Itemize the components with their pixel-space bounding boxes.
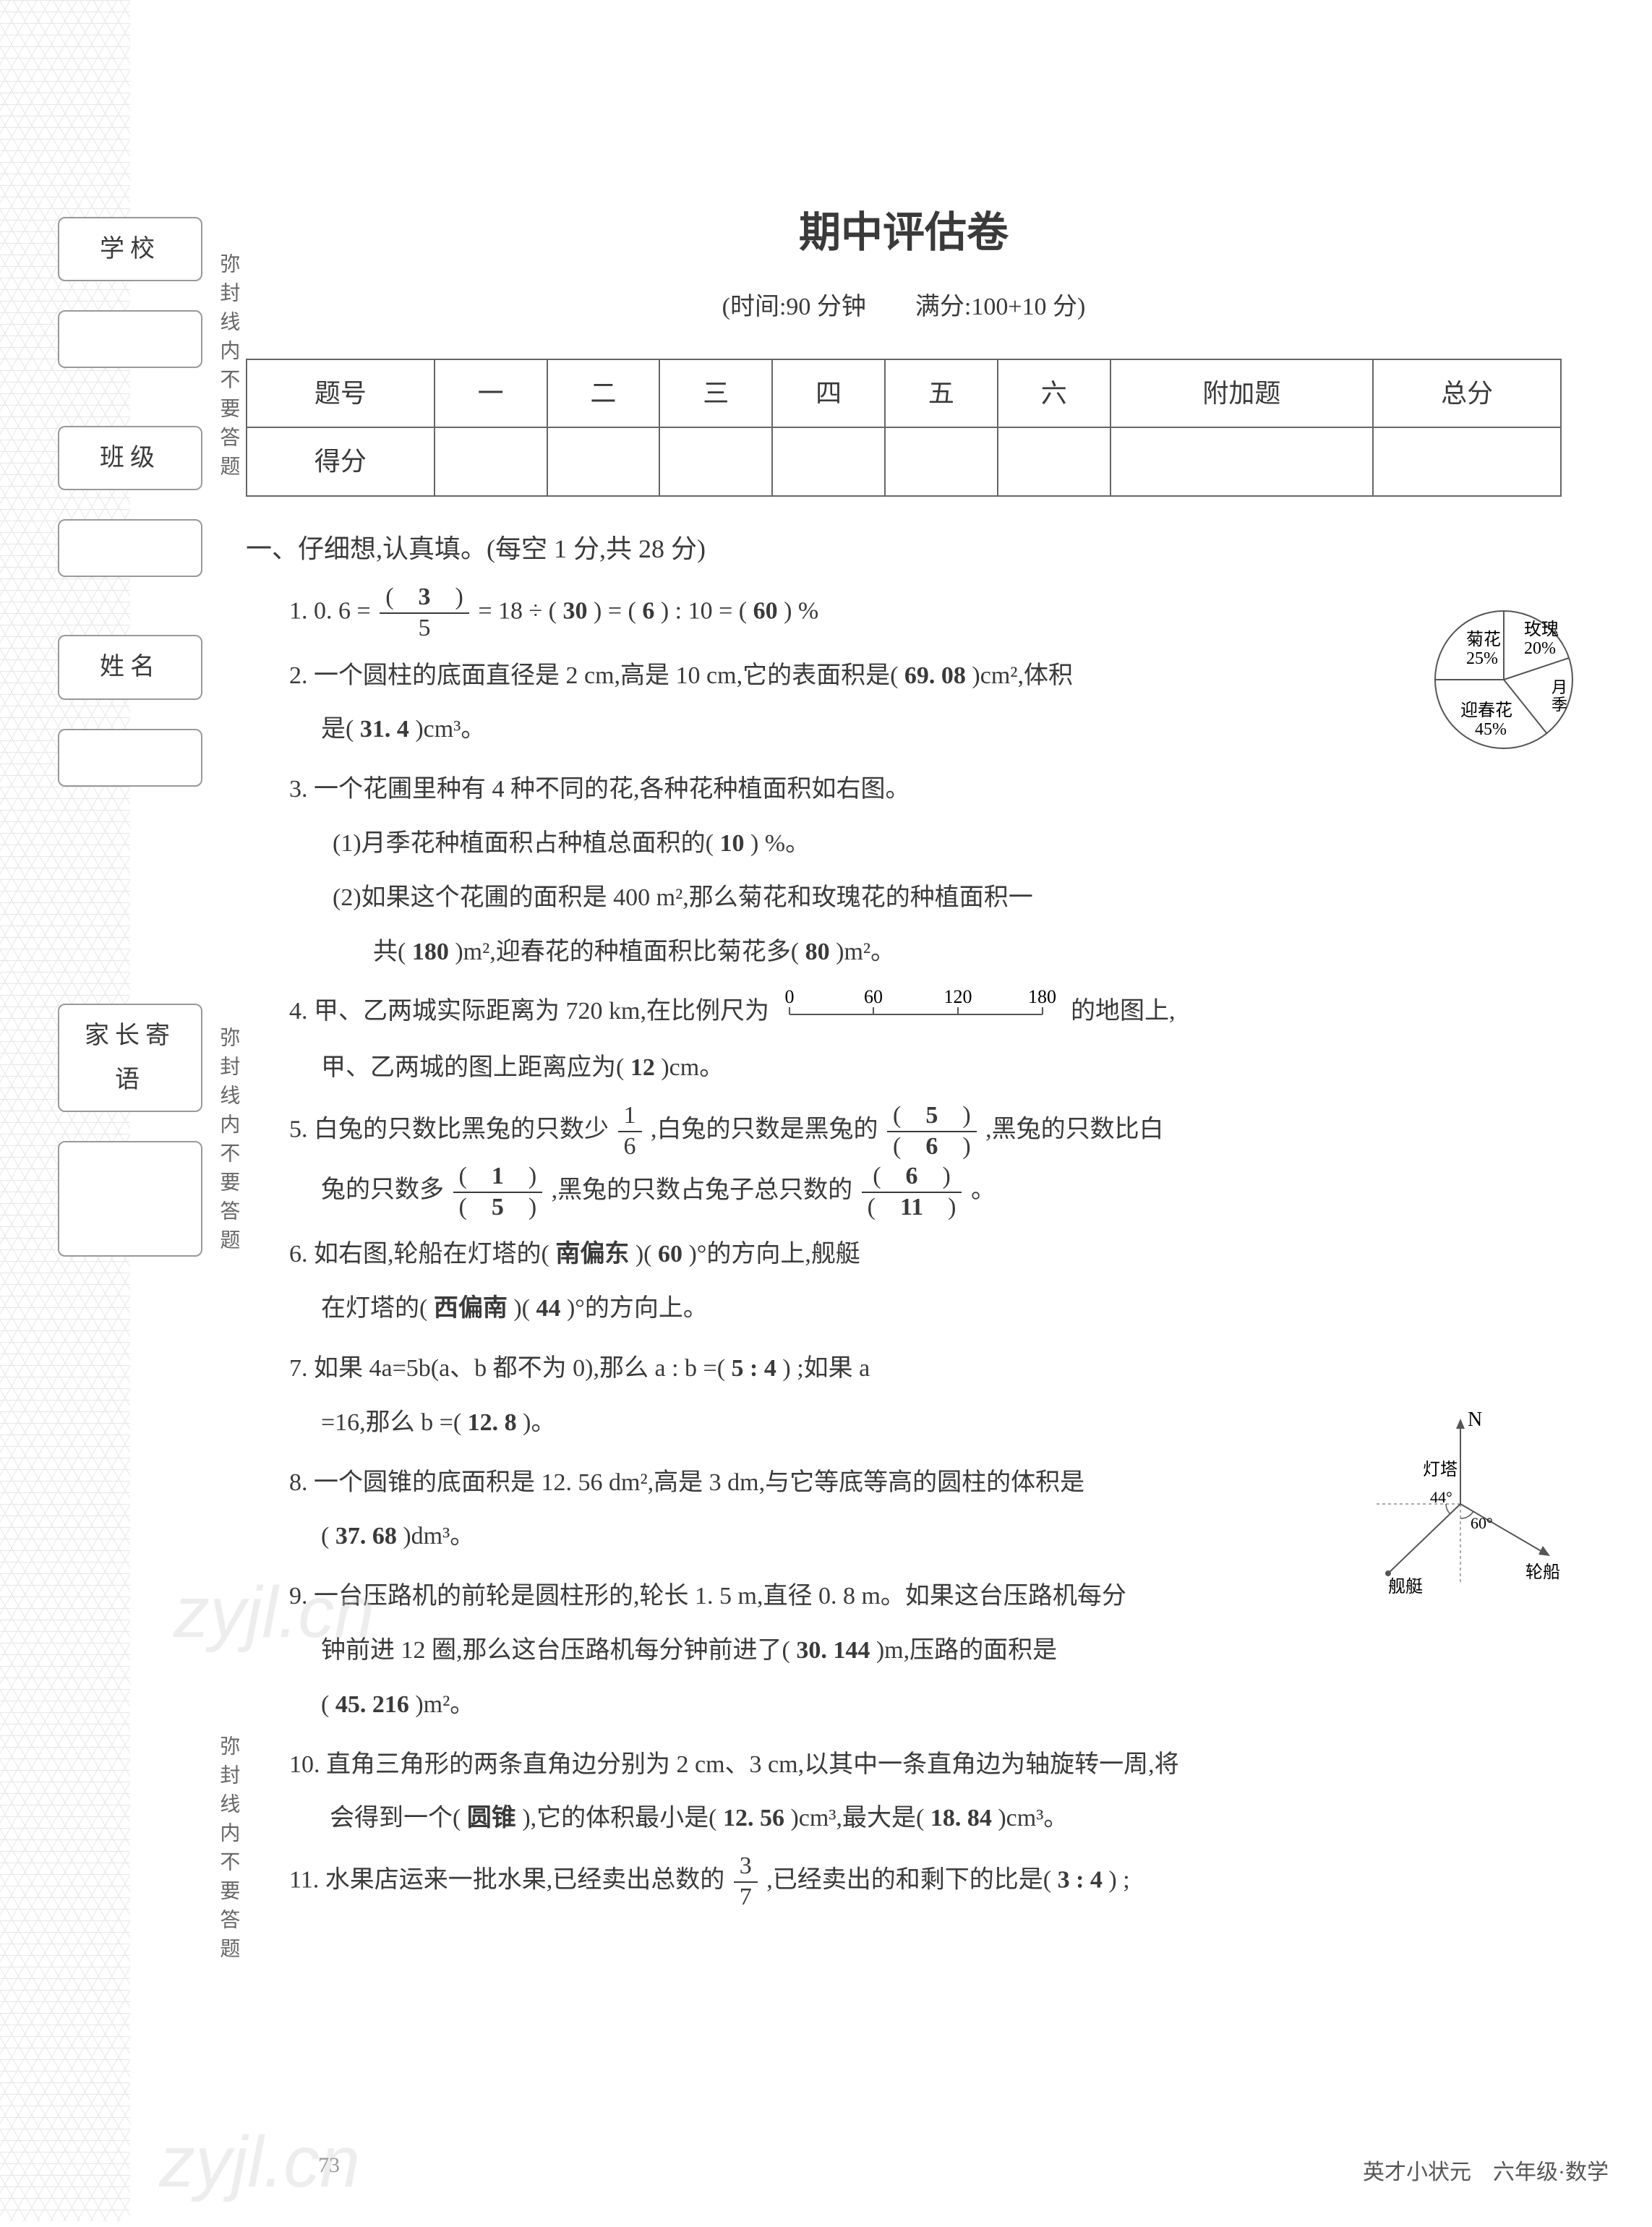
td: [1373, 427, 1561, 496]
footer-text: 英才小状元 六年级·数学: [1363, 2153, 1609, 2192]
page-subtitle: (时间:90 分钟 满分:100+10 分): [246, 285, 1562, 329]
parent-msg-label: 家长寄语: [58, 1004, 202, 1112]
school-label: 学校: [58, 217, 202, 281]
th: 六: [998, 359, 1110, 428]
question-11: 11. 水果店运来一批水果,已经卖出总数的 37 ,已经卖出的和剩下的比是( 3…: [289, 1852, 1562, 1912]
scale-0: 0: [785, 986, 795, 1007]
th: 总分: [1373, 359, 1561, 428]
main-content: 期中评估卷 (时间:90 分钟 满分:100+10 分) 题号 一 二 三 四 …: [246, 195, 1605, 1918]
pie-chart: 菊花 25% 玫瑰 20% 月 季 迎春花 45%: [1424, 600, 1583, 759]
th: 三: [659, 359, 772, 428]
score-table: 题号 一 二 三 四 五 六 附加题 总分 得分: [246, 359, 1562, 497]
pie-pct: 20%: [1524, 639, 1556, 658]
angle-60: 60°: [1471, 1514, 1493, 1532]
question-6: 6. 如右图,轮船在灯塔的( 南偏东 )( 60 )°的方向上,舰艇 在灯塔的(…: [289, 1228, 1562, 1336]
ship-label: 轮船: [1525, 1563, 1560, 1582]
scale-ruler: 0 60 120 180千米: [782, 986, 1057, 1042]
class-label: 班级: [58, 426, 202, 490]
question-1: 1. 0. 6 = ( 3 )5 = 18 ÷ ( 30 ) = ( 6 ) :…: [289, 583, 1562, 644]
td: [885, 427, 998, 496]
parent-msg-blank: [58, 1141, 202, 1257]
name-label: 姓名: [58, 635, 202, 699]
angle-44: 44°: [1430, 1488, 1452, 1506]
scale-180: 180千米: [1028, 986, 1057, 1007]
seal-line-2: 弥封线内不要答题: [210, 1027, 246, 1258]
question-2: 2. 一个圆柱的底面直径是 2 cm,高是 10 cm,它的表面积是( 69. …: [289, 649, 1562, 758]
td: [659, 427, 772, 496]
warship-label: 舰艇: [1388, 1577, 1423, 1596]
class-blank: [58, 519, 202, 577]
student-info-sidebar: 学校 班级 姓名 家长寄语: [58, 217, 202, 1315]
th: 四: [772, 359, 885, 428]
td: [547, 427, 660, 496]
th: 附加题: [1110, 359, 1374, 428]
td: [435, 427, 547, 496]
section-1-head: 一、仔细想,认真填。(每空 1 分,共 28 分): [246, 526, 1562, 573]
pie-pct: 25%: [1466, 649, 1498, 668]
scale-120: 120: [944, 986, 972, 1007]
q1-text: 1. 0. 6 =: [289, 598, 371, 625]
compass-diagram: N 轮船 舰艇 灯塔 44° 60°: [1359, 1410, 1562, 1598]
pie-label: 迎春花: [1460, 701, 1512, 720]
td: [998, 427, 1110, 496]
question-3: 3. 一个花圃里种有 4 种不同的花,各种花种植面积如右图。 (1)月季花种植面…: [289, 763, 1562, 979]
pie-label: 月: [1552, 678, 1567, 696]
td-label: 得分: [247, 427, 435, 496]
pie-label: 季: [1552, 696, 1567, 714]
th: 二: [547, 359, 660, 428]
pie-label: 菊花: [1466, 630, 1501, 649]
pie-pct: 45%: [1475, 720, 1507, 739]
school-blank: [58, 310, 202, 368]
th: 题号: [247, 359, 435, 428]
north-label: N: [1468, 1410, 1482, 1431]
td: [1110, 427, 1374, 496]
page-number: 73: [318, 2146, 340, 2185]
lighthouse-label: 灯塔: [1423, 1460, 1458, 1479]
question-10: 10. 直角三角形的两条直角边分别为 2 cm、3 cm,以其中一条直角边为轴旋…: [289, 1738, 1562, 1847]
question-4: 4. 甲、乙两城实际距离为 720 km,在比例尺为 0 60 120 180千…: [289, 985, 1562, 1095]
page-title: 期中评估卷: [246, 195, 1562, 270]
table-header-row: 题号 一 二 三 四 五 六 附加题 总分: [247, 359, 1561, 428]
name-blank: [58, 729, 202, 787]
table-score-row: 得分: [247, 427, 1561, 496]
td: [772, 427, 885, 496]
seal-line-3: 弥封线内不要答题: [210, 1735, 246, 1967]
scale-60: 60: [864, 986, 883, 1007]
question-5: 5. 白兔的只数比黑兔的只数少 16 ,白兔的只数是黑兔的 ( 5 )( 6 )…: [289, 1101, 1562, 1222]
th: 一: [435, 359, 547, 428]
th: 五: [885, 359, 998, 428]
pie-label: 玫瑰: [1524, 620, 1559, 639]
seal-line-1: 弥封线内不要答题: [210, 253, 246, 484]
